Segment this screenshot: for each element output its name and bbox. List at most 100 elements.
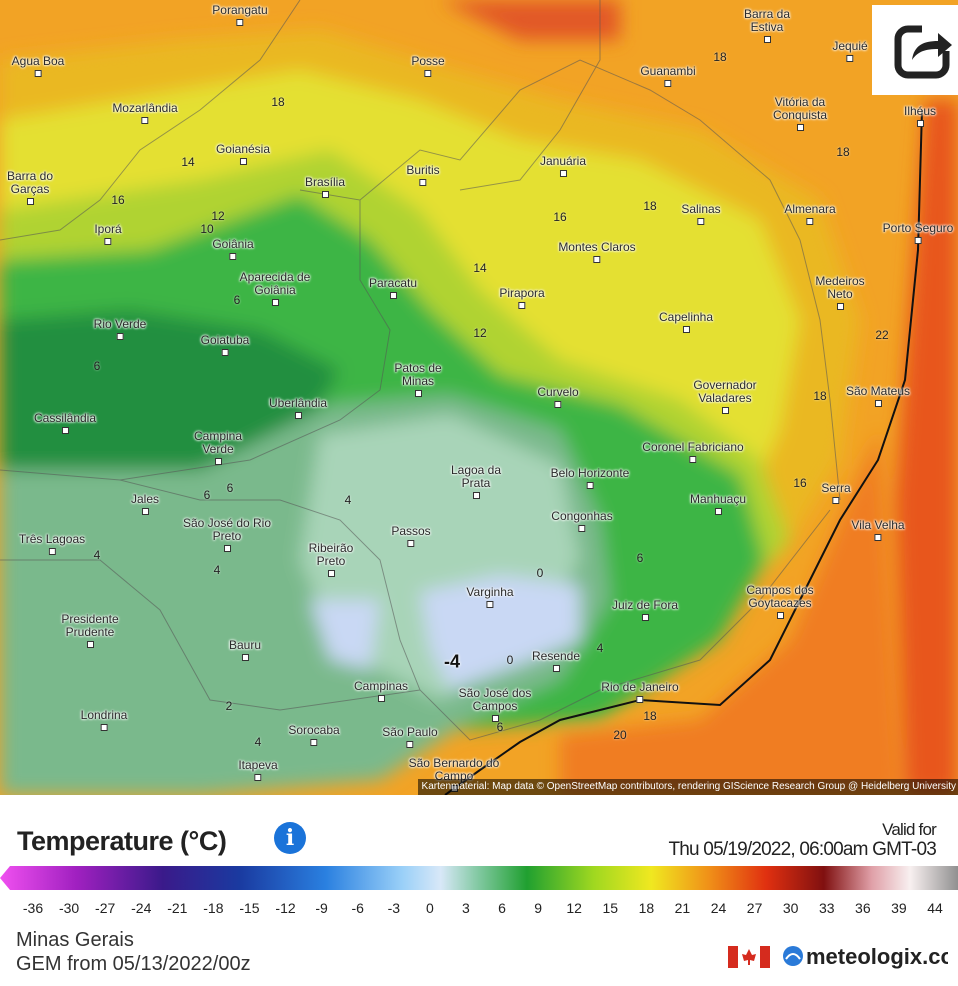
city-marker: São Mateus xyxy=(846,385,910,407)
city-dot xyxy=(554,401,562,408)
city-label: Montes Claros xyxy=(558,240,636,254)
city-marker: Ilhéus xyxy=(904,105,936,127)
city-label: Juiz de Fora xyxy=(611,598,679,612)
city-marker: Manhuaçu xyxy=(690,493,746,515)
city-label: Serra xyxy=(821,481,851,495)
legend-tick-label: 6 xyxy=(498,900,506,916)
city-dot xyxy=(86,641,94,648)
city-marker: Barra do Garças xyxy=(0,170,60,205)
city-dot xyxy=(34,70,42,77)
city-label: Porto Seguro xyxy=(882,221,954,235)
city-marker: Capelinha xyxy=(659,311,713,333)
city-label: Vitória da Conquista xyxy=(772,95,828,122)
valid-time: Thu 05/19/2022, 06:00am GMT-03 xyxy=(668,839,936,860)
legend-tick-label: 36 xyxy=(855,900,871,916)
city-dot xyxy=(559,170,567,177)
contour-label: 4 xyxy=(254,735,262,749)
city-dot xyxy=(377,695,385,702)
contour-label: 4 xyxy=(213,563,221,577)
city-marker: Januária xyxy=(540,155,586,177)
contour-label: 6 xyxy=(636,551,644,565)
legend-tick-label: -36 xyxy=(22,900,44,916)
city-dot xyxy=(100,724,108,731)
city-label: Pirapora xyxy=(499,286,545,300)
city-dot xyxy=(682,326,690,333)
city-marker: Presidente Prudente xyxy=(40,613,140,648)
city-dot xyxy=(310,739,318,746)
legend-tick-label: -15 xyxy=(239,900,260,916)
city-label: Januária xyxy=(539,154,587,168)
city-dot xyxy=(472,492,480,499)
city-label: Barra da Estiva xyxy=(743,7,791,34)
contour-label: 2 xyxy=(225,699,233,713)
city-dot xyxy=(104,238,112,245)
city-dot xyxy=(763,36,771,43)
contour-label: 4 xyxy=(344,493,352,507)
city-marker: Serra xyxy=(821,481,851,504)
legend-tick-label: -27 xyxy=(95,900,116,916)
city-label: Barra do Garças xyxy=(6,169,54,196)
legend-tick-label: 24 xyxy=(710,900,727,916)
city-dot xyxy=(832,497,840,504)
brand: meteologix.com xyxy=(806,944,948,969)
legend-tick-label: 18 xyxy=(638,900,655,916)
city-label: São José dos Campos xyxy=(458,686,532,713)
legend-tick-label: 3 xyxy=(462,900,470,916)
city-marker: São José do Rio Preto xyxy=(177,517,277,552)
city-dot xyxy=(48,548,56,555)
city-label: Goianésia xyxy=(215,142,271,156)
contour-label: 16 xyxy=(793,476,807,490)
city-label: Londrina xyxy=(80,708,128,722)
city-marker: Cassilândia xyxy=(34,412,96,434)
contour-label: 6 xyxy=(226,481,234,495)
city-label: Goiatuba xyxy=(200,333,250,347)
city-label: Aparecida de Goiânia xyxy=(239,270,311,297)
contour-label: 12 xyxy=(211,209,225,223)
legend-tick-label: -6 xyxy=(351,900,364,916)
share-button[interactable] xyxy=(872,5,958,95)
city-marker: Lagoa da Prata xyxy=(446,464,506,499)
city-label: Congonhas xyxy=(551,509,613,523)
contour-label: 20 xyxy=(613,728,627,742)
city-label: Paracatu xyxy=(368,276,418,290)
city-marker: São José dos Campos xyxy=(450,687,540,722)
city-marker: Porto Seguro xyxy=(882,221,954,244)
city-label: Sorocaba xyxy=(288,723,340,737)
city-label: Resende xyxy=(531,649,581,663)
info-button[interactable]: i xyxy=(274,822,306,854)
city-label: Salinas xyxy=(681,202,721,216)
city-label: Medeiros Neto xyxy=(815,274,865,301)
region: Minas Gerais xyxy=(16,929,134,951)
city-dot xyxy=(874,534,882,541)
city-marker: Uberlândia xyxy=(269,397,327,419)
city-dot xyxy=(697,218,705,225)
city-marker: Paracatu xyxy=(369,277,417,299)
legend-tick-label: -18 xyxy=(203,900,224,916)
share-icon xyxy=(894,23,952,79)
city-dot xyxy=(389,292,397,299)
city-dot xyxy=(61,427,69,434)
city-dot xyxy=(254,774,262,781)
city-marker: Varginha xyxy=(466,586,514,608)
contour-label: 14 xyxy=(181,155,195,169)
city-dot xyxy=(294,412,302,419)
city-marker: Brasília xyxy=(305,176,345,198)
city-label: Cassilândia xyxy=(33,411,97,425)
city-dot xyxy=(721,407,729,414)
city-dot xyxy=(593,256,601,263)
legend-tick-label: 30 xyxy=(782,900,799,916)
city-marker: Jales xyxy=(131,493,159,515)
city-label: Campina Verde xyxy=(193,429,243,456)
city-marker: Salinas xyxy=(681,202,721,225)
map[interactable]: Porangatu Agua Boa Posse Barra da Estiva Jeq… xyxy=(0,0,958,795)
city-marker: São Paulo xyxy=(382,726,438,748)
city-label: Coronel Fabriciano xyxy=(642,440,744,454)
city-label: Manhuaçu xyxy=(689,492,747,506)
city-dot xyxy=(241,654,249,661)
city-dot xyxy=(271,299,279,306)
city-marker: Itapeva xyxy=(238,759,278,781)
city-dot xyxy=(214,458,222,465)
city-dot xyxy=(796,124,804,131)
city-dot xyxy=(26,198,34,205)
